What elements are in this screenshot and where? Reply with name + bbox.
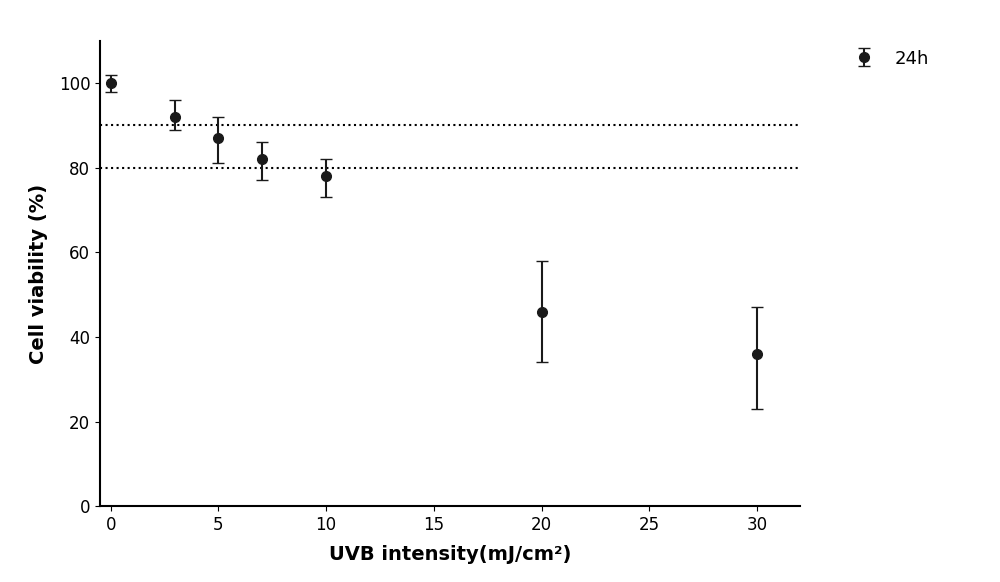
Legend: 24h: 24h [844,50,929,68]
Y-axis label: Cell viability (%): Cell viability (%) [29,183,48,364]
X-axis label: UVB intensity(mJ/cm²): UVB intensity(mJ/cm²) [329,545,571,564]
